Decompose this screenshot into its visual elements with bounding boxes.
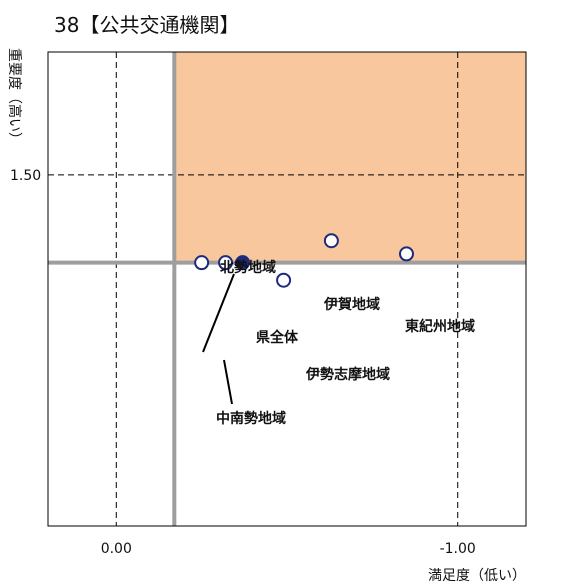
data-point-label-2: 県全体 (256, 329, 299, 346)
data-point-0 (194, 255, 210, 271)
data-point-label-3: 伊勢志摩地域 (305, 366, 390, 383)
data-point-label-1: 中南勢地域 (216, 410, 286, 427)
data-point-1 (218, 255, 234, 271)
y-tick-label-1-50: 1.50 (10, 168, 41, 184)
data-point-label-0: 北勢地域 (220, 259, 276, 276)
plot-frame (47, 51, 527, 527)
chart-title: 38【公共交通機関】 (54, 13, 239, 37)
leader-line-0 (202, 273, 235, 353)
data-point-label-4: 伊賀地域 (323, 296, 380, 313)
y-axis-label: 重要度（高い） (6, 48, 23, 146)
data-point-label-5: 東紀州地域 (405, 318, 475, 335)
data-point-3 (276, 272, 292, 288)
x-axis-label: 満足度（低い） (428, 568, 526, 584)
leader-lines (202, 273, 235, 405)
x-tick-label-0: 0.00 (101, 541, 132, 557)
highlight-quadrant (174, 52, 527, 263)
data-point-2 (235, 255, 251, 271)
points-group (194, 233, 414, 288)
x-tick-label-1: -1.00 (440, 541, 476, 557)
leader-line-1 (223, 359, 233, 405)
data-point-4 (323, 233, 339, 249)
data-point-5 (399, 246, 414, 262)
